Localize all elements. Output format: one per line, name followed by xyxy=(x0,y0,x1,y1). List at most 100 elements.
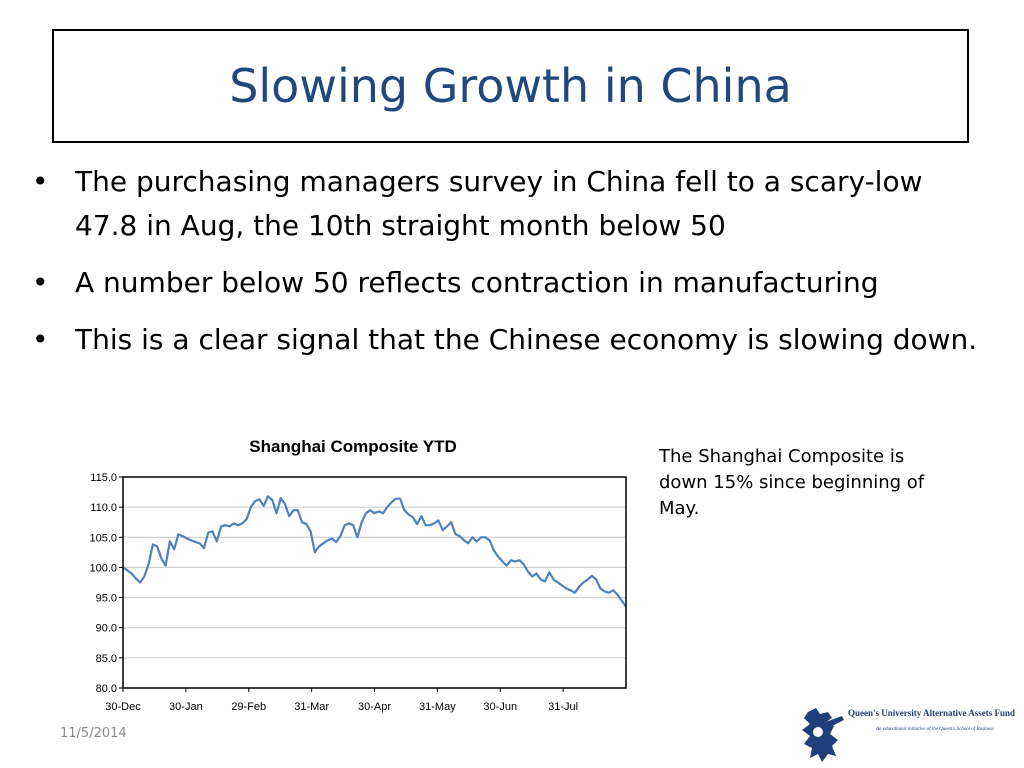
data-point xyxy=(463,539,465,541)
data-point xyxy=(616,593,619,596)
chart-grid xyxy=(123,476,626,689)
data-point xyxy=(437,519,440,522)
data-point xyxy=(361,521,363,523)
data-point xyxy=(147,563,150,566)
data-point xyxy=(493,549,495,552)
data-point xyxy=(331,537,333,540)
y-tick-label: 85.0 xyxy=(96,653,117,665)
bullet-text: This is a clear signal that the Chinese … xyxy=(75,323,978,356)
slide-date: 11/5/2014 xyxy=(60,726,127,741)
line-chart: Shanghai Composite YTD 80.0 85.0 90.0 95.0 1… xyxy=(89,437,627,713)
data-point xyxy=(344,524,346,526)
slide-title: Slowing Growth in China xyxy=(229,59,792,113)
data-point xyxy=(621,599,623,602)
x-tick-label: 30-Dec xyxy=(105,701,141,713)
data-point xyxy=(169,540,171,543)
data-point xyxy=(224,524,226,526)
data-point xyxy=(574,592,576,594)
data-point xyxy=(497,555,499,558)
logo-name: Queen's University Alternative Assets Fu… xyxy=(848,708,1015,718)
data-point xyxy=(442,529,444,531)
data-point xyxy=(271,499,273,501)
data-point xyxy=(203,547,205,549)
y-tick-label: 105.0 xyxy=(89,532,117,544)
bullet-icon: • xyxy=(32,165,49,198)
data-point xyxy=(126,569,128,572)
data-point xyxy=(143,575,145,578)
y-tick-label: 80.0 xyxy=(96,683,117,695)
data-point xyxy=(459,535,461,537)
x-tick-label: 31-Mar xyxy=(294,701,329,713)
data-point xyxy=(390,501,393,503)
data-point xyxy=(309,530,312,532)
data-point xyxy=(318,545,320,547)
data-point xyxy=(425,524,427,526)
data-point xyxy=(130,572,133,575)
data-point xyxy=(250,506,252,508)
data-point xyxy=(540,578,542,581)
data-point xyxy=(352,524,354,526)
data-point xyxy=(595,578,597,581)
data-point xyxy=(599,587,602,590)
data-point xyxy=(156,545,158,547)
data-point xyxy=(488,539,491,541)
data-point xyxy=(552,578,555,581)
data-point xyxy=(403,509,405,511)
data-point xyxy=(535,572,538,575)
data-point xyxy=(160,557,162,559)
data-point xyxy=(305,523,307,525)
x-tick-label: 30-Apr xyxy=(358,701,391,713)
series-layer xyxy=(122,495,627,608)
data-point xyxy=(523,563,525,566)
data-point xyxy=(177,533,180,535)
data-point xyxy=(199,542,201,544)
x-axis: 30-Dec 30-Jan 29-Feb 31-Mar 30-Apr 31-May 30-J… xyxy=(105,688,578,713)
data-point xyxy=(527,571,529,573)
bullet-item: • A number below 50 reflects contraction … xyxy=(32,261,992,305)
data-point xyxy=(165,565,167,567)
data-point xyxy=(565,587,567,590)
knight-emblem-icon xyxy=(802,708,844,762)
bullet-text: The purchasing managers survey in China … xyxy=(75,165,923,242)
plot-frame xyxy=(122,476,627,689)
data-point xyxy=(450,521,452,523)
bullet-item: • The purchasing managers survey in China… xyxy=(32,160,992,248)
data-point xyxy=(561,584,563,587)
x-tick-label: 31-Jul xyxy=(548,701,578,713)
fund-logo: Queen's University Alternative Assets Fu… xyxy=(802,708,1015,762)
data-point xyxy=(578,586,580,588)
data-point xyxy=(152,543,154,546)
data-point xyxy=(356,536,359,538)
data-point xyxy=(454,533,457,535)
data-point xyxy=(284,503,286,505)
data-point xyxy=(476,540,478,543)
y-tick-label: 90.0 xyxy=(96,623,117,635)
data-point xyxy=(480,536,482,538)
y-axis: 80.0 85.0 90.0 95.0 100.0 105.0 110.0 115.0 xyxy=(89,472,123,695)
data-point xyxy=(420,515,422,517)
data-point xyxy=(194,541,197,543)
data-point xyxy=(569,589,572,591)
data-point xyxy=(484,536,486,538)
bullet-icon: • xyxy=(32,323,49,356)
data-point xyxy=(263,505,265,507)
data-point xyxy=(288,515,290,517)
data-point xyxy=(267,495,269,497)
data-point xyxy=(339,535,341,537)
x-tick-label: 30-Jan xyxy=(169,701,203,713)
data-point xyxy=(591,575,593,577)
data-point xyxy=(335,541,337,543)
y-tick-label: 115.0 xyxy=(90,472,117,484)
data-point xyxy=(211,530,214,532)
data-point xyxy=(501,560,503,562)
data-point xyxy=(514,560,516,562)
title-box: Slowing Growth in China xyxy=(52,29,969,143)
data-point xyxy=(399,498,401,500)
x-tick-label: 30-Jun xyxy=(483,701,517,713)
chart-note: The Shanghai Composite is down 15% since… xyxy=(659,446,925,519)
data-point xyxy=(135,577,137,579)
data-point xyxy=(557,581,559,584)
data-point xyxy=(365,512,367,514)
data-point xyxy=(220,525,222,528)
x-tick-label: 29-Feb xyxy=(231,701,266,713)
